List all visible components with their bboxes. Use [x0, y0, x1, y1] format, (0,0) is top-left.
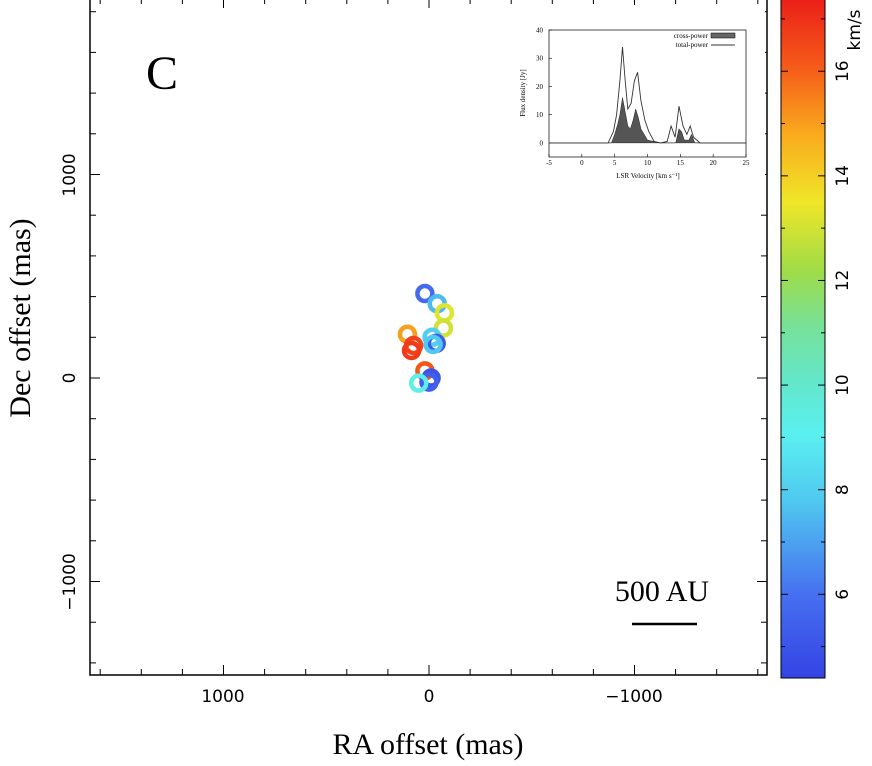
inset-spectrum: -5 0 5 10 15 20 25 0 10 20 30 40 LSR Velocity [km s…: [512, 5, 765, 194]
x-axis-title: RA offset (mas): [332, 728, 523, 761]
maser-spot: [433, 318, 454, 338]
colorbar-tick-label: 8: [833, 484, 853, 495]
colorbar-ticks: 6 8 10 12 14 16: [781, 18, 853, 648]
inset-ticks: -5 0 5 10 15 20 25 0 10 20 30 40: [536, 27, 750, 168]
inset-x-tick-label: 10: [644, 159, 652, 167]
panel-label: C: [146, 47, 178, 100]
main-axis-ticks: [90, 0, 767, 675]
inset-y-tick-label: 0: [540, 139, 544, 147]
maser-spot: [415, 283, 435, 304]
inset-legend-total: total-power: [676, 41, 709, 49]
x-tick-label: 1000: [201, 687, 244, 707]
inset-x-label: LSR Velocity [km s⁻¹]: [616, 172, 679, 180]
maser-spot: [401, 340, 422, 361]
maser-spot: [419, 372, 439, 392]
colorbar-tick-label: 16: [833, 60, 853, 82]
scale-bar-label: 500 AU: [615, 575, 710, 608]
inset-y-tick-label: 40: [536, 27, 544, 35]
inset-legend-cross-swatch: [710, 32, 736, 39]
maser-spot: [434, 303, 455, 323]
maser-spot: [408, 373, 429, 393]
inset-cross-power-area: [548, 97, 747, 144]
x-tick-label: −1000: [605, 687, 663, 707]
colorbar-tick-label: 10: [833, 374, 853, 396]
inset-y-tick-label: 30: [536, 55, 544, 63]
inset-legend-cross: cross-power: [674, 32, 709, 40]
inset-y-tick-label: 20: [536, 83, 544, 91]
y-axis-title: Dec offset (mas): [4, 218, 37, 417]
maser-spots: [397, 283, 455, 393]
y-tick-label: 0: [60, 373, 80, 384]
colorbar-tick-label: 14: [833, 165, 853, 187]
inset-y-tick-label: 10: [536, 111, 544, 119]
inset-cross-power: [548, 97, 747, 144]
inset-x-tick-label: 25: [743, 159, 751, 167]
inset-y-label: Flux density [Jy]: [519, 69, 527, 116]
colorbar: [780, 0, 826, 679]
inset-x-tick-label: 15: [677, 159, 685, 167]
y-tick-label: 1000: [60, 153, 80, 196]
y-tick-label: −1000: [60, 553, 80, 611]
inset-total-power-line: [549, 46, 746, 144]
colorbar-tick-label: 6: [833, 589, 853, 600]
inset-x-tick-label: 5: [613, 159, 617, 167]
inset-x-tick-label: 20: [710, 159, 718, 167]
inset-x-tick-label: 0: [580, 159, 584, 167]
maser-spot: [423, 334, 443, 355]
inset-x-tick-label: -5: [546, 159, 552, 167]
colorbar-tick-label: 12: [833, 270, 853, 292]
x-tick-label: 0: [424, 687, 435, 707]
colorbar-unit: km/s: [845, 9, 865, 50]
